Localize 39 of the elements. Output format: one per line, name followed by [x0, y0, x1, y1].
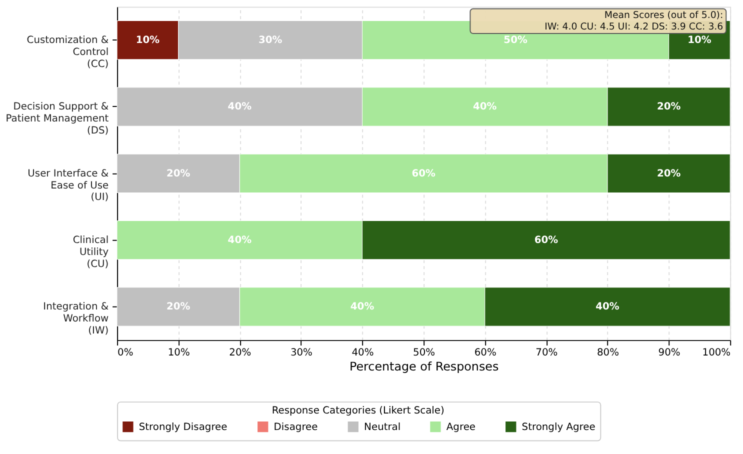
y-tick-label: Decision Support & Patient Management (DS) [6, 102, 109, 137]
x-tick-label: 40% [352, 347, 374, 358]
data-label: 20% [166, 168, 190, 180]
data-label: 20% [656, 102, 681, 113]
legend-label: Strongly Disagree [138, 422, 228, 433]
data-label: 10% [136, 35, 160, 46]
data-label: 40% [350, 302, 374, 313]
data-label: 20% [656, 168, 681, 180]
data-label: 40% [228, 235, 252, 246]
legend-label: Neutral [364, 422, 401, 433]
x-tick-label: 30% [290, 347, 312, 358]
data-label: 50% [504, 35, 528, 46]
legend-label: Disagree [274, 422, 318, 433]
x-tick-label: 0% [118, 347, 134, 358]
data-label: 40% [596, 302, 620, 313]
data-label: 40% [228, 102, 252, 113]
data-label: 10% [688, 35, 712, 46]
annotation: Mean Scores (out of 5.0): IW: 4.0 CU: 4.5 UI: 4.2 DS: 3.9 CC: 3.6 [544, 10, 724, 33]
x-tick-label: 70% [536, 347, 558, 358]
data-label: 20% [166, 302, 190, 313]
legend-label: Agree [446, 422, 476, 433]
y-tick-label: Clinical Utility (CU) [72, 235, 109, 270]
data-label: 30% [258, 35, 282, 46]
data-label: 40% [473, 102, 497, 113]
data-label: 60% [534, 235, 558, 246]
y-tick-label: Customization & Control (CC) [26, 35, 109, 70]
x-tick-label: 50% [413, 347, 436, 358]
x-axis-title: Percentage of Responses [349, 359, 499, 374]
legend-title: Response Categories (Likert Scale) [272, 405, 444, 416]
data-label: 60% [412, 168, 436, 180]
x-tick-label: 100% [702, 347, 731, 358]
x-tick-label: 80% [596, 347, 620, 358]
legend-label: Strongly Agree [522, 422, 596, 433]
x-tick-label: 90% [658, 347, 680, 358]
y-tick-label: Integration & Workflow (IW) [43, 302, 109, 337]
y-tick-label: User Interface & Ease of Use (UI) [28, 168, 109, 204]
x-tick-label: 60% [474, 347, 496, 358]
x-tick-label: 10% [168, 347, 190, 358]
x-tick-label: 20% [229, 347, 252, 358]
